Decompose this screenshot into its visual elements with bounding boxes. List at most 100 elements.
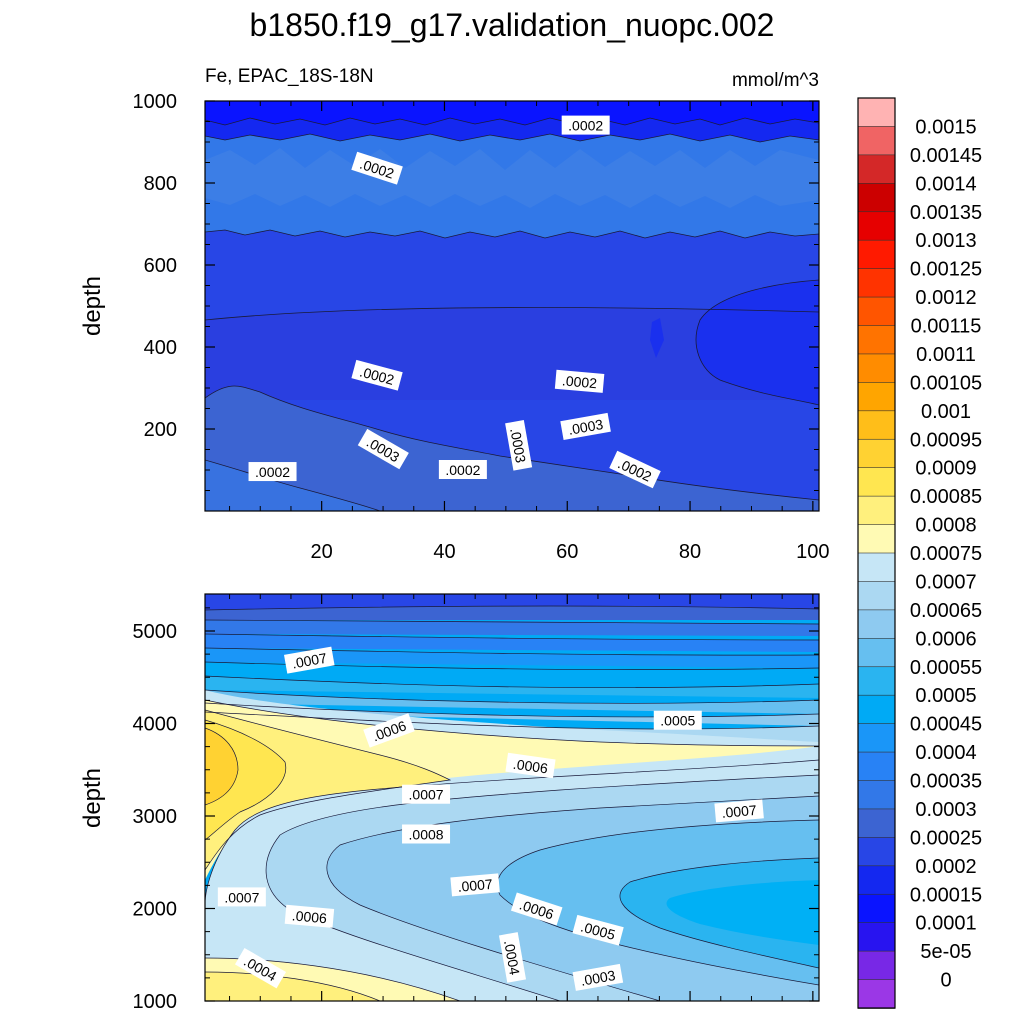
upper-contour-label-bg	[438, 460, 487, 479]
upper-y-tick-label: 600	[144, 255, 177, 277]
upper-contour-label-bg	[560, 412, 611, 440]
colorbar-label: 0	[940, 970, 951, 992]
lower-y-tick-label: 1000	[133, 991, 178, 1013]
upper-x-tick-label: 60	[556, 541, 578, 563]
lower-contour-label: .0007	[217, 887, 266, 907]
upper-contour-label-bg	[505, 420, 533, 471]
colorbar-label: 0.0003	[915, 799, 976, 821]
lower-contour-field: .0004.0004.0003.0005.0006.0006.0007.0007…	[205, 594, 819, 1001]
colorbar-label: 0.00105	[910, 372, 982, 394]
chart-title: b1850.f19_g17.validation_nuopc.002	[250, 7, 775, 43]
colorbar-swatch	[857, 638, 896, 668]
colorbar-label: 0.0004	[915, 742, 976, 764]
lower-contour-label-bg	[510, 892, 563, 926]
colorbar-swatch	[857, 723, 896, 753]
colorbar-label: 0.0005	[915, 685, 976, 707]
upper-contour-label-bg	[248, 462, 297, 482]
colorbar-swatch	[857, 751, 896, 782]
lower-contour-label-bg	[234, 947, 287, 989]
colorbar-label: 0.00035	[910, 771, 982, 793]
upper-contour-label: .0002	[554, 369, 605, 393]
upper-contour-label-text: .0003	[567, 416, 604, 438]
upper-contour-label-text: .0002	[568, 118, 603, 134]
lower-contour-label: .0008	[402, 824, 451, 844]
upper-x-tick-label: 100	[796, 541, 829, 563]
lower-panel: .0004.0004.0003.0005.0006.0006.0007.0007…	[79, 593, 820, 1013]
lower-plot-frame	[204, 593, 820, 1002]
colorbar-swatch	[857, 438, 896, 469]
upper-y-tick-label: 200	[144, 419, 177, 441]
upper-contour-label-text: .0002	[445, 462, 480, 478]
upper-contour-label-text: .0002	[255, 464, 290, 480]
upper-x-tick-label: 20	[311, 541, 333, 563]
lower-contour-label: .0006	[284, 904, 335, 928]
colorbar-label: 0.00045	[910, 714, 982, 736]
colorbar-swatch	[857, 353, 896, 384]
upper-panel: Fe, EPAC_18S-18N mmol/m^3	[79, 66, 830, 563]
lower-y-tick-label: 5000	[133, 621, 178, 643]
colorbar-swatch	[857, 183, 896, 213]
colorbar-swatch	[857, 950, 896, 981]
colorbar-swatch	[857, 893, 896, 924]
upper-y-tick-label: 800	[144, 173, 177, 195]
lower-contour-label-bg	[498, 932, 527, 983]
upper-contour-label: .0002	[248, 462, 297, 482]
colorbar-swatch	[857, 325, 896, 355]
lower-y-tick-label: 2000	[133, 899, 178, 921]
colorbar-swatch	[857, 808, 896, 839]
lower-contour-label: .0007	[284, 646, 335, 674]
colorbar-label: 0.0011	[916, 344, 976, 366]
lower-contour-label-bg	[572, 914, 624, 946]
upper-contour-label: .0002	[438, 460, 487, 479]
upper-y-axis-title: depth	[79, 276, 106, 336]
upper-contour-label: .0003	[560, 412, 611, 440]
colorbar-label: 0.00145	[910, 145, 982, 167]
colorbar-swatch	[857, 410, 896, 441]
colorbar-swatch	[857, 666, 896, 696]
colorbar-label: 0.0009	[915, 458, 976, 480]
lower-contour-label-bg	[505, 752, 556, 779]
upper-contour-label: .0002	[561, 115, 610, 135]
colorbar-label: 0.00075	[910, 543, 982, 565]
colorbar-label: 0.00095	[910, 429, 982, 451]
upper-contour-label-text: .0003	[507, 427, 529, 464]
colorbar-swatch	[857, 922, 896, 952]
lower-y-tick-label: 3000	[133, 806, 178, 828]
lower-contour-label-text: .0007	[457, 876, 494, 895]
upper-contour-label-text: .0002	[561, 372, 598, 391]
panel-left-label: Fe, EPAC_18S-18N	[205, 66, 374, 87]
colorbar-frame	[857, 97, 896, 1009]
colorbar-label: 0.00065	[910, 600, 982, 622]
lower-contour-label: .0007	[450, 873, 500, 897]
colorbar-swatch	[857, 495, 896, 526]
lower-y-axis-title: depth	[79, 768, 106, 828]
colorbar: 0.0015 0.00145 0.0014 0.00135 0.0013 0.00125 0…	[857, 97, 982, 1009]
upper-contour-label-bg	[561, 115, 610, 135]
colorbar-label: 0.00055	[910, 657, 982, 679]
lower-contour-label-text: .0004	[501, 939, 523, 976]
colorbar-label: 0.00135	[910, 202, 982, 224]
colorbar-swatch	[857, 979, 896, 1009]
colorbar-label: 0.0006	[915, 628, 976, 650]
lower-contour-label-bg	[572, 963, 624, 991]
upper-y-tick-label: 400	[144, 337, 177, 359]
colorbar-swatch	[857, 211, 896, 241]
lower-contour-label-bg	[363, 713, 415, 748]
upper-y-tick-label: 1000	[133, 91, 178, 113]
lower-contour-label-bg	[450, 873, 500, 897]
upper-contour-label-bg	[609, 450, 661, 489]
colorbar-label: 0.00025	[910, 827, 982, 849]
colorbar-swatch	[857, 837, 896, 867]
upper-x-tick-label: 80	[679, 541, 701, 563]
lower-contour-label: .0006	[505, 752, 556, 779]
lower-contour-label-text: .0008	[409, 827, 444, 843]
lower-contour-label: .0004	[498, 932, 527, 983]
lower-contour-label: .0005	[653, 710, 702, 730]
colorbar-swatch	[857, 126, 896, 156]
colorbar-label: 0.0002	[915, 856, 976, 878]
colorbar-label: 0.0008	[915, 515, 976, 537]
colorbar-swatch	[857, 239, 896, 270]
colorbar-label: 0.0014	[915, 173, 976, 195]
colorbar-label: 0.001	[921, 401, 971, 423]
